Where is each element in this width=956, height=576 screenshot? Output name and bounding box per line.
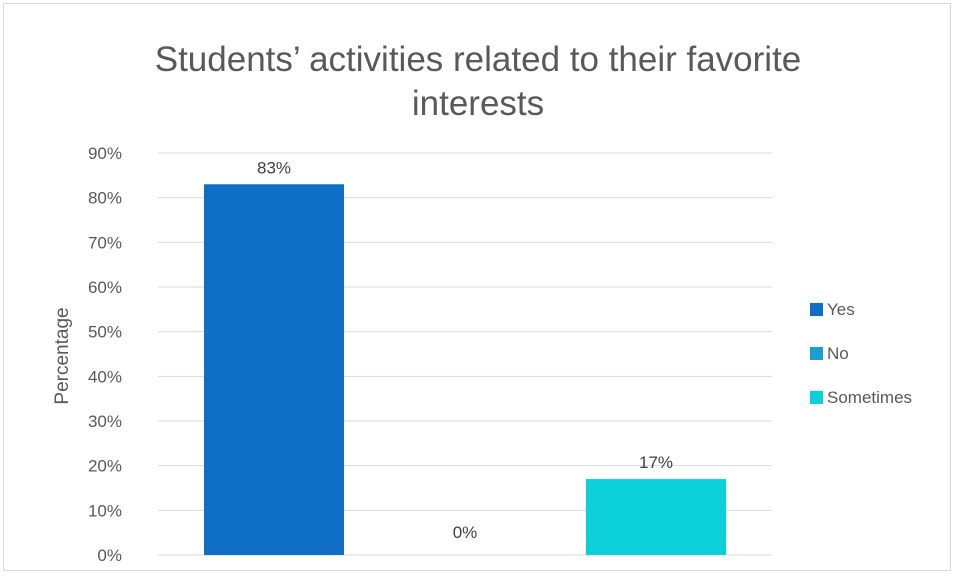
y-tick-label: 60%	[88, 278, 122, 297]
data-label-yes: 83%	[257, 158, 291, 177]
bars	[204, 184, 726, 555]
y-tick-label: 0%	[97, 546, 122, 565]
legend-label-yes: Yes	[827, 300, 855, 319]
data-label-sometimes: 17%	[639, 453, 673, 472]
legend-swatch-sometimes	[810, 391, 823, 404]
bar-sometimes	[586, 479, 726, 555]
y-tick-label: 10%	[88, 501, 122, 520]
legend-swatch-no	[810, 347, 823, 360]
y-axis-tick-labels: 0% 10% 20% 30% 40% 50% 60% 70% 80% 90%	[88, 144, 122, 565]
legend-label-no: No	[827, 344, 849, 363]
y-tick-label: 40%	[88, 367, 122, 386]
legend-swatch-yes	[810, 303, 823, 316]
y-axis-label: Percentage	[52, 307, 73, 404]
chart-title-line-1: Students’ activities related to their fa…	[154, 40, 802, 79]
bar-yes	[204, 184, 344, 555]
chart-title: Students’ activities related to their fa…	[0, 38, 956, 126]
data-label-no: 0%	[453, 523, 478, 542]
y-tick-label: 80%	[88, 189, 122, 208]
data-labels: 83% 0% 17%	[257, 158, 673, 542]
y-tick-label: 70%	[88, 233, 122, 252]
chart-title-line-2: interests	[411, 84, 545, 123]
y-tick-label: 50%	[88, 323, 122, 342]
y-tick-label: 30%	[88, 412, 122, 431]
y-tick-label: 20%	[88, 457, 122, 476]
y-tick-label: 90%	[88, 144, 122, 163]
legend-label-sometimes: Sometimes	[827, 388, 912, 407]
legend: Yes No Sometimes	[810, 300, 912, 407]
